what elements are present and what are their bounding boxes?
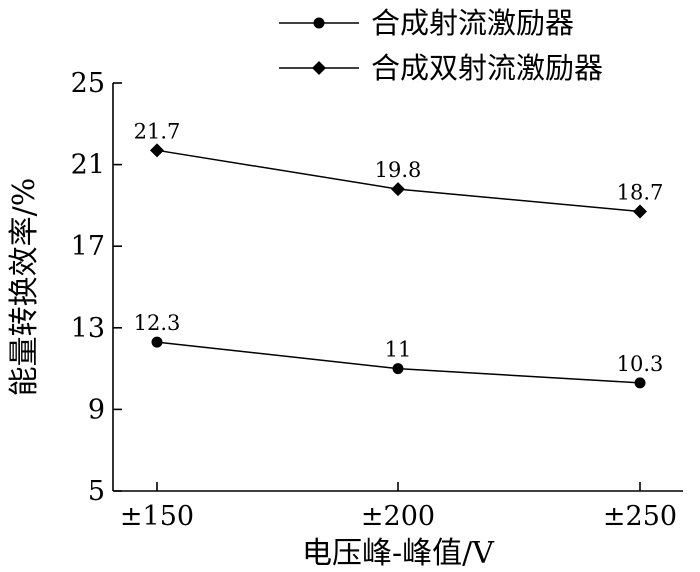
legend-item-1: 合成射流激励器 <box>279 6 574 40</box>
legend-item-2: 合成双射流激励器 <box>279 51 603 85</box>
x-tick-label: ±250 <box>603 501 677 532</box>
data-label: 18.7 <box>617 181 664 205</box>
data-label: 10.3 <box>617 352 664 376</box>
y-tick-label: 21 <box>71 150 105 181</box>
legend-marker <box>313 17 325 29</box>
data-point <box>634 377 646 389</box>
data-point <box>392 363 404 375</box>
series-2: 21.7 19.8 18.7 <box>134 119 664 219</box>
data-point <box>391 182 405 197</box>
x-ticks: ±150 ±200 ±250 <box>120 482 677 532</box>
y-tick-label: 13 <box>71 313 105 344</box>
y-tick-label: 25 <box>71 68 105 99</box>
data-label: 12.3 <box>134 311 181 335</box>
x-tick-label: ±200 <box>361 501 435 532</box>
x-tick-label: ±150 <box>120 501 194 532</box>
series-1: 12.3 11 10.3 <box>134 311 664 389</box>
legend-label: 合成双射流激励器 <box>371 51 603 85</box>
axes <box>112 83 683 492</box>
y-ticks: 5 9 13 17 21 25 <box>71 68 122 507</box>
series-layer: 12.3 11 10.3 21.7 19.8 18.7 <box>134 119 664 389</box>
legend-marker <box>312 61 326 75</box>
y-tick-label: 9 <box>88 394 105 425</box>
y-tick-label: 17 <box>71 231 105 262</box>
legend-label: 合成射流激励器 <box>371 6 574 40</box>
x-axis-title: 电压峰-峰值/V <box>302 536 495 571</box>
y-tick-label: 5 <box>88 476 105 507</box>
y-axis-title: 能量转换效率/% <box>7 178 42 397</box>
data-point <box>151 336 163 348</box>
data-label: 21.7 <box>134 119 181 143</box>
data-label: 19.8 <box>375 158 422 182</box>
data-point <box>633 204 647 219</box>
data-label: 11 <box>385 338 412 362</box>
data-point <box>150 143 164 158</box>
